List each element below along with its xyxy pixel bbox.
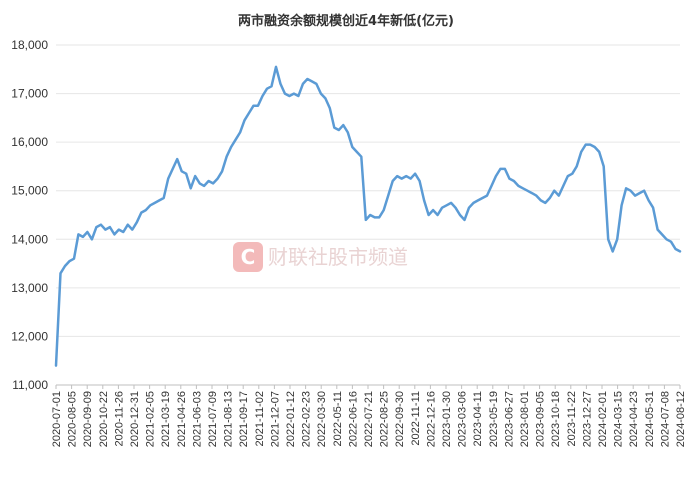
watermark-text: 财联社股市频道 — [268, 245, 408, 269]
x-tick-label: 2023-08-01 — [519, 391, 531, 447]
y-tick-label: 15,000 — [11, 184, 48, 198]
x-tick-label: 2021-02-05 — [145, 391, 157, 447]
series-line — [54, 65, 682, 367]
y-axis: 11,000 12,000 13,000 14,000 15,000 16,000 17,0… — [11, 38, 48, 392]
y-tick-label: 14,000 — [11, 232, 48, 246]
x-tick-label: 2022-11-11 — [410, 391, 422, 446]
x-tick-label: 2020-07-01 — [51, 391, 63, 447]
watermark-logo-letter: C — [241, 245, 256, 269]
x-tick-label: 2021-12-07 — [269, 391, 281, 447]
x-tick-label: 2024-03-15 — [613, 391, 625, 447]
x-tick-label: 2023-05-19 — [488, 391, 500, 447]
x-tick-label: 2022-08-25 — [379, 391, 391, 447]
x-tick-label: 2021-08-13 — [223, 391, 235, 447]
x-tick-label: 2021-06-03 — [191, 391, 203, 447]
x-axis: 2020-07-01 2020-08-05 2020-09-09 2020-10-22… — [51, 385, 687, 447]
x-tick-label: 2024-02-01 — [597, 391, 609, 447]
watermark: C 财联社股市频道 — [233, 242, 408, 272]
x-tick-label: 2023-01-30 — [441, 391, 453, 447]
x-tick-label: 2022-01-12 — [285, 391, 297, 447]
x-tick-label: 2023-09-05 — [535, 391, 547, 447]
watermark-logo-icon — [233, 242, 263, 272]
chart-title: 两市融资余额规模创近4年新低(亿元) — [238, 13, 454, 29]
y-tick-label: 12,000 — [11, 329, 48, 343]
x-tick-label: 2021-03-19 — [160, 391, 172, 447]
x-tick-label: 2020-09-09 — [82, 391, 94, 447]
y-tick-label: 11,000 — [12, 378, 48, 392]
x-tick-label: 2023-10-18 — [550, 391, 562, 447]
x-tick-label: 2022-02-23 — [301, 391, 313, 447]
x-tick-label: 2023-03-06 — [457, 391, 469, 447]
y-tick-label: 17,000 — [11, 87, 48, 101]
x-tick-label: 2024-05-31 — [644, 391, 656, 447]
x-tick-label: 2020-10-22 — [98, 391, 110, 447]
x-tick-label: 2022-05-11 — [332, 391, 344, 446]
x-tick-label: 2022-03-30 — [316, 391, 328, 447]
x-tick-label: 2022-09-30 — [394, 391, 406, 447]
x-tick-label: 2024-07-08 — [659, 391, 671, 447]
x-tick-label: 2022-06-16 — [347, 391, 359, 447]
x-tick-label: 2020-08-05 — [67, 391, 79, 447]
x-tick-label: 2023-06-27 — [503, 391, 515, 447]
grid-lines — [56, 44, 680, 337]
x-tick-label: 2021-11-02 — [254, 391, 266, 446]
y-tick-label: 18,000 — [11, 38, 48, 52]
x-tick-label: 2020-12-31 — [129, 391, 141, 447]
x-tick-label: 2022-07-21 — [363, 391, 375, 447]
y-tick-label: 13,000 — [11, 281, 48, 295]
x-tick-label: 2023-11-22 — [566, 391, 578, 446]
x-tick-label: 2023-04-11 — [472, 391, 484, 446]
x-tick-label: 2021-09-17 — [238, 391, 250, 447]
x-tick-label: 2023-12-27 — [581, 391, 593, 447]
y-tick-label: 16,000 — [11, 135, 48, 149]
x-tick-label: 2021-07-09 — [207, 391, 219, 447]
x-tick-label: 2020-11-26 — [113, 391, 125, 446]
x-tick-label: 2024-08-12 — [675, 391, 687, 447]
x-tick-label: 2024-04-23 — [628, 391, 640, 447]
x-tick-label: 2021-04-26 — [176, 391, 188, 447]
x-tick-label: 2022-12-16 — [425, 391, 437, 447]
